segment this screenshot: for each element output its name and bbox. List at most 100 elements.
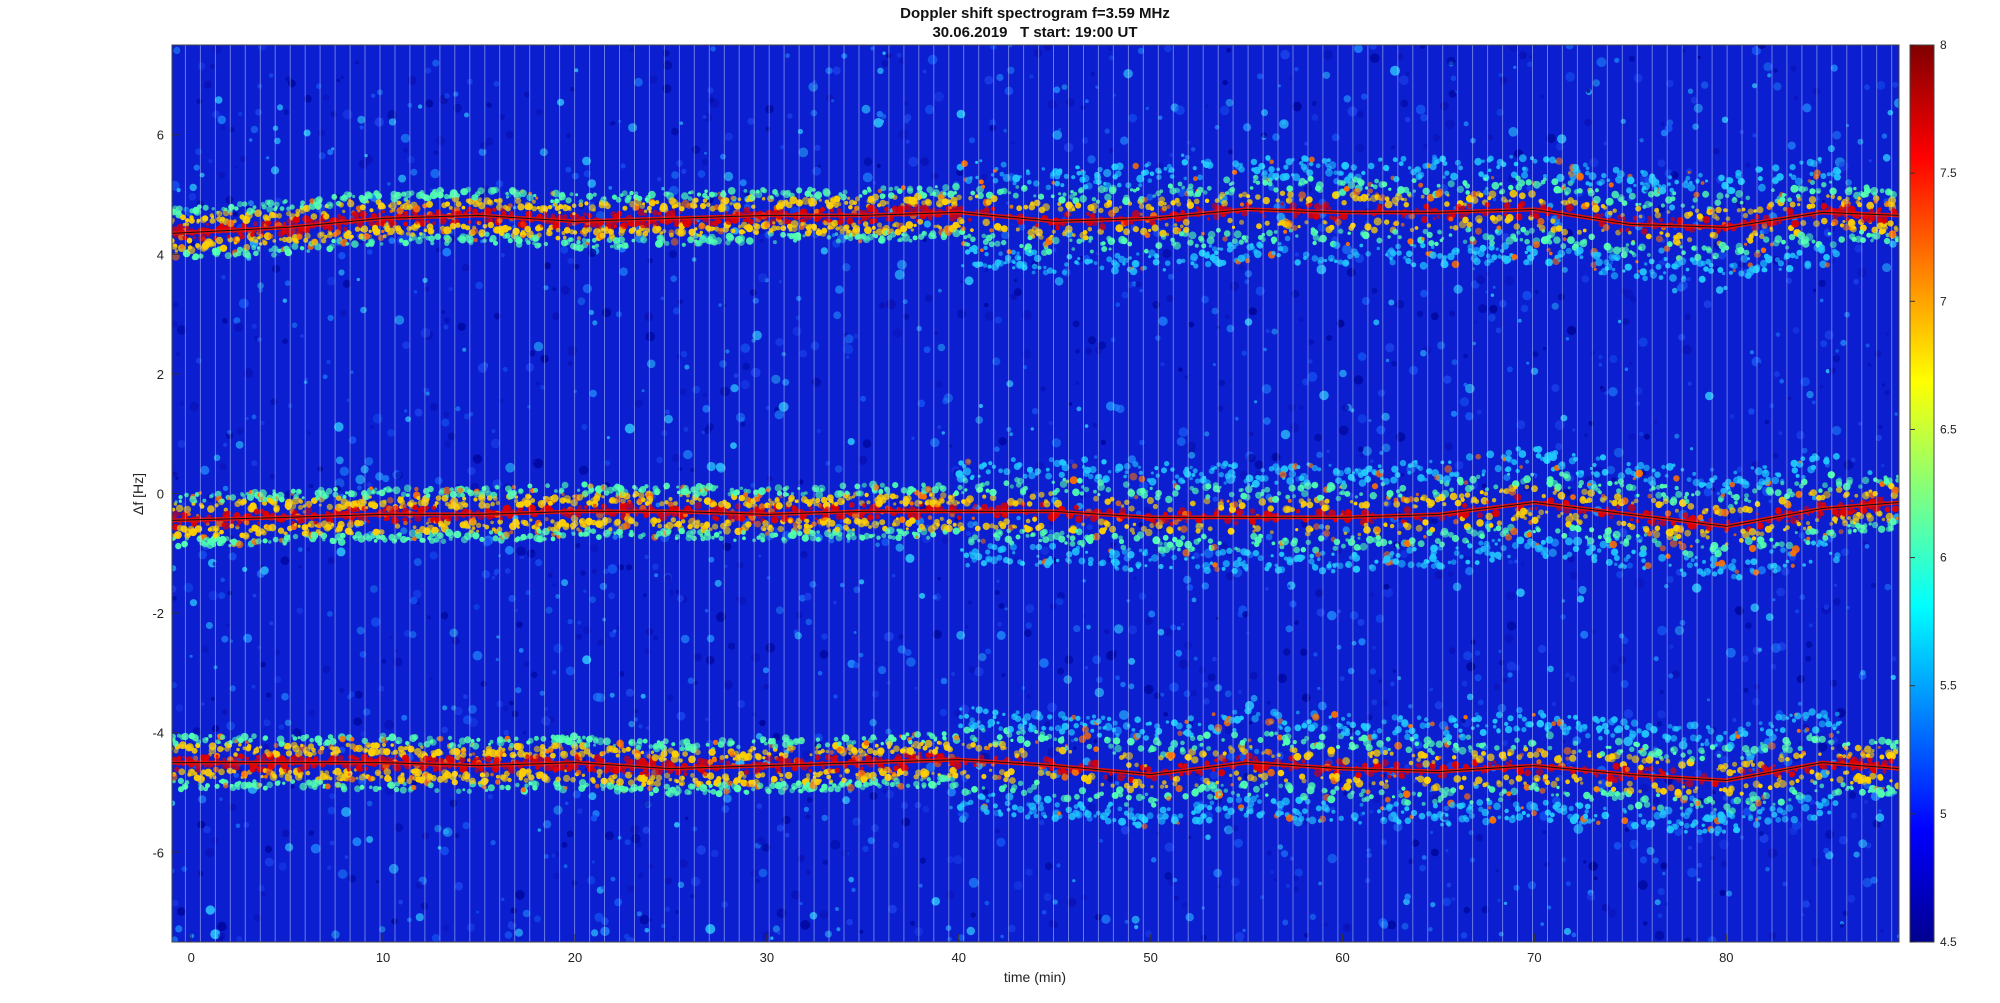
noise-speckle [1793,95,1799,101]
noise-speckle [574,68,579,73]
noise-speckle [1039,658,1049,668]
noise-speckle [1029,543,1036,551]
noise-speckle [407,75,417,86]
band-speckle [382,234,387,239]
noise-speckle [181,866,188,872]
band-speckle [1464,183,1471,189]
noise-speckle [1540,94,1544,99]
noise-speckle [676,160,683,167]
noise-speckle [1446,882,1452,888]
noise-speckle [1429,830,1434,835]
band-speckle [1111,238,1115,242]
noise-speckle [787,113,793,119]
noise-speckle [1882,154,1891,162]
noise-speckle [1201,295,1209,304]
noise-speckle [338,269,345,276]
noise-speckle [1634,578,1645,589]
band-speckle [1276,253,1281,258]
noise-speckle [860,395,867,402]
noise-speckle [308,483,314,489]
noise-speckle [505,462,516,473]
noise-speckle [776,908,787,919]
noise-speckle [1620,118,1626,124]
noise-speckle [1562,739,1566,744]
band-speckle [180,214,186,221]
noise-speckle [553,872,561,880]
noise-speckle [1449,310,1456,317]
noise-speckle [1601,903,1610,912]
noise-speckle [676,539,681,544]
noise-speckle [668,589,675,596]
band-speckle [1069,238,1073,242]
noise-speckle [1846,606,1850,610]
noise-speckle [1373,319,1380,326]
band-speckle [389,201,397,210]
band-speckle [730,195,735,201]
noise-speckle [1853,851,1860,858]
noise-speckle [284,719,292,727]
band-speckle [1115,170,1122,177]
noise-speckle [1823,604,1830,610]
band-speckle [279,206,285,212]
band-speckle [1270,236,1278,243]
band-speckle [762,188,768,194]
noise-speckle [317,129,326,137]
noise-speckle [1347,667,1355,675]
band-speckle [244,252,252,259]
band-speckle [415,236,423,245]
band-speckle [1211,246,1218,252]
noise-speckle [1198,666,1206,674]
band-speckle [1016,251,1020,255]
noise-speckle [819,910,829,920]
noise-speckle [1218,379,1226,387]
band-speckle [172,252,180,261]
band-speckle [1403,197,1408,202]
noise-speckle [1104,628,1110,635]
noise-speckle [336,78,341,83]
band-speckle [1393,220,1400,227]
band-speckle [578,202,584,208]
noise-speckle [1277,84,1281,88]
noise-speckle [1225,98,1234,107]
band-speckle [1308,202,1313,207]
band-speckle [1045,248,1053,255]
noise-speckle [1598,735,1603,741]
noise-speckle [236,427,244,435]
noise-speckle [1315,588,1324,598]
band-speckle [624,244,629,249]
band-speckle [1328,206,1332,210]
noise-speckle [1317,223,1327,232]
band-speckle [392,221,397,227]
band-speckle [966,242,971,247]
noise-speckle [777,931,781,935]
noise-speckle [1127,455,1136,464]
noise-speckle [1694,769,1702,777]
noise-speckle [381,658,387,664]
noise-speckle [1323,922,1328,927]
noise-speckle [1598,362,1603,367]
band-speckle [1129,188,1134,192]
band-speckle [1333,241,1341,249]
band-speckle [655,200,660,205]
band-speckle [1397,235,1402,240]
band-speckle [1519,200,1526,208]
noise-speckle [1462,556,1467,560]
noise-speckle [367,249,373,255]
noise-speckle [1748,408,1755,415]
noise-speckle [1643,921,1648,926]
band-speckle [575,193,579,197]
noise-speckle [919,857,926,864]
noise-speckle [175,476,179,480]
noise-speckle [1084,424,1089,428]
noise-speckle [863,157,873,166]
noise-speckle [966,531,972,537]
band-speckle [273,201,280,208]
noise-speckle [965,625,969,629]
noise-speckle [924,294,933,303]
noise-speckle [1183,575,1192,584]
noise-speckle [1792,327,1800,334]
noise-speckle [201,702,205,706]
noise-speckle [1021,349,1031,360]
noise-speckle [627,885,635,893]
noise-speckle [989,45,997,50]
